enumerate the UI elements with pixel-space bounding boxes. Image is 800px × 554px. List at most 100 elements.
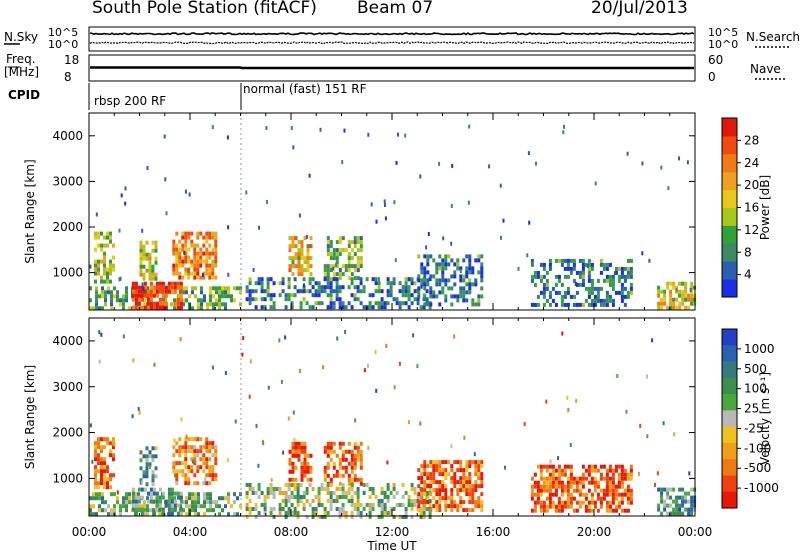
echo-cell [148,276,152,281]
echo-cell [125,500,128,505]
echo-speck [660,165,663,170]
echo-cell [356,503,360,507]
echo-cell [140,504,143,509]
echo-cell [347,240,351,245]
echo-cell [119,302,122,307]
echo-cell [359,236,363,241]
colorbar-frame [721,328,738,509]
colorbar-swatch [722,279,737,298]
echo-cell [178,461,182,466]
echo-cell [551,500,555,505]
echo-cell [629,492,633,497]
echo-cell [326,483,330,487]
echo-cell [161,281,165,286]
echo-cell [359,503,363,507]
echo-cell [148,272,152,277]
echo-cell [684,305,688,310]
echo-cell [184,453,188,458]
echo-cell [338,495,342,499]
echo-cell [410,483,414,487]
echo-cell [245,285,249,290]
echo-cell [614,270,618,275]
echo-cell [184,457,188,462]
echo-speck [249,359,252,364]
echo-cell [420,262,424,267]
echo-cell [435,278,439,283]
echo-cell [191,290,194,295]
echo-cell [254,491,258,495]
echo-cell [317,301,321,306]
echo-cell [480,472,484,477]
echo-cell [215,298,218,303]
echo-cell [97,231,100,236]
echo-cell [224,306,227,311]
echo-cell [154,446,158,451]
echo-cell [248,507,252,511]
echo-cell [326,453,330,458]
echo-cell [435,488,439,493]
echo-cell [95,492,98,497]
echo-cell [356,276,360,281]
echo-speck [528,220,531,225]
echo-cell [89,504,92,509]
echo-cell [614,266,618,271]
echo-cell [578,504,582,509]
echo-cell [563,464,567,469]
echo-cell [426,484,430,489]
echo-cell [575,290,579,295]
echo-cell [438,290,442,295]
echo-cell [148,256,152,261]
echo-cell [164,503,168,508]
echo-cell [188,496,191,501]
echo-cell [462,290,466,295]
echo-cell [184,267,188,272]
echo-cell [545,488,549,493]
echo-cell [146,491,150,496]
echo-cell [420,266,424,271]
echo-cell [353,285,357,290]
echo-cell [480,504,484,509]
echo-cell [104,302,107,307]
echo-cell [338,465,342,470]
echo-cell [617,476,621,481]
echo-cell [303,473,307,478]
echo-cell [143,511,147,516]
echo-cell [426,262,430,267]
echo-cell [359,453,363,458]
echo-cell [326,473,330,478]
echo-cell [444,500,448,505]
echo-cell [444,476,448,481]
echo-cell [205,231,209,236]
echo-cell [329,240,333,245]
echo-cell [611,496,615,501]
echo-cell [620,274,624,279]
echo-cell [125,496,128,501]
echo-cell [626,290,630,295]
echo-cell [206,302,209,307]
echo-cell [356,236,360,241]
echo-cell [218,504,221,509]
echo-cell [100,477,103,482]
echo-cell [191,508,194,513]
echo-cell [179,289,183,294]
echo-cell [678,487,682,492]
y-tick-label: 4000 [52,129,83,143]
echo-cell [335,277,339,282]
echo-cell [386,301,390,306]
echo-cell [311,507,315,511]
echo-cell [187,445,191,450]
echo-cell [404,281,408,286]
echo-cell [142,264,146,269]
echo-cell [404,289,408,294]
echo-cell [341,473,345,478]
echo-cell [101,500,104,505]
echo-cell [303,256,307,261]
echo-cell [417,294,421,299]
echo-cell [480,254,484,259]
echo-speck [183,250,186,255]
echo-cell [143,298,146,303]
echo-cell [297,252,301,257]
echo-cell [202,445,206,450]
echo-cell [303,260,307,265]
echo-cell [383,305,387,310]
